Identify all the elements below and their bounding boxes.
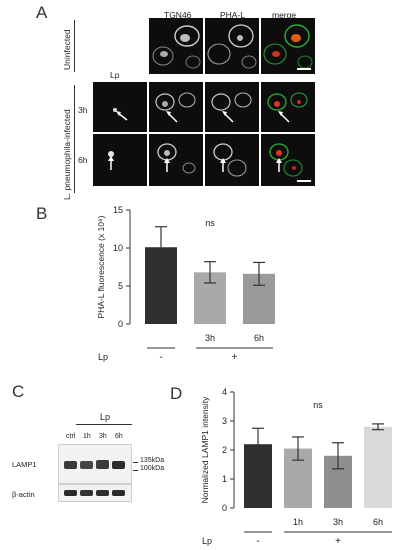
row-group-bracket-top	[74, 20, 75, 72]
column-header-tgn46: TGN46	[164, 10, 192, 20]
marker-135-tick	[133, 462, 138, 463]
lp-label: Lp	[98, 352, 108, 362]
y-axis-label: PHA-L fluorescence (x 10⁹)	[96, 215, 106, 318]
significance-label: ns	[205, 218, 215, 228]
y-tick-label: 10	[113, 243, 123, 253]
blot-lp-label: Lp	[100, 412, 111, 422]
column-header-merge: merge	[272, 10, 297, 20]
marker-100-tick	[133, 470, 138, 471]
time-label-3h: 3h	[78, 105, 88, 115]
micrograph-6h-tgn46	[149, 134, 203, 186]
y-tick-label: 2	[222, 445, 227, 455]
blot-row-beta-actin: β-actin	[12, 490, 35, 499]
x-tick-label: 6h	[254, 333, 264, 343]
micrograph-3h-lp	[93, 82, 147, 132]
time-label-6h: 6h	[78, 155, 88, 165]
micrograph-3h-pha-l	[205, 82, 259, 132]
panel-a-label: A	[36, 3, 48, 22]
blot-lp-bracket	[76, 424, 132, 425]
lp-label: Lp	[202, 536, 212, 546]
panel-b-label: B	[36, 204, 48, 223]
row-label-infected: L. pneumophila-infected	[62, 109, 72, 200]
micrograph-uninfected-merge	[261, 18, 315, 74]
micrograph-uninfected-tgn46	[149, 18, 203, 74]
bar	[364, 426, 392, 508]
blot-lane-1h: 1h	[83, 433, 91, 440]
column-header-lp: Lp	[110, 70, 120, 80]
chart-b: 0 5 10 15 PHA-L fluorescence (x 10⁹) 3h 6h ns Lp…	[96, 205, 275, 363]
row-label-uninfected: Uninfected	[62, 29, 72, 70]
x-tick-label: 3h	[333, 517, 343, 527]
marker-100kda: 100kDa	[140, 465, 165, 472]
chart-d: 0 1 2 3 4 Normalized LAMP1 intensity 1h 3h 6h ns L…	[200, 387, 392, 547]
group-label-plus: +	[232, 352, 238, 363]
micrograph-3h-tgn46	[149, 82, 203, 132]
y-tick-label: 0	[118, 319, 123, 329]
blot-lamp1	[58, 444, 132, 484]
column-header-pha-l: PHA-L	[220, 10, 246, 20]
y-tick-label: 1	[222, 474, 227, 484]
y-axis-label: Normalized LAMP1 intensity	[200, 396, 210, 504]
blot-lane-ctrl: ctrl	[66, 433, 76, 440]
micrograph-3h-merge	[261, 82, 315, 132]
marker-135kda: 135kDa	[140, 457, 165, 464]
row-group-bracket	[74, 85, 75, 193]
group-label-minus: -	[159, 352, 162, 363]
panel-d-label: D	[170, 384, 183, 403]
blot-lane-3h: 3h	[99, 433, 107, 440]
group-label-minus: -	[256, 536, 259, 547]
group-label-plus: +	[335, 536, 341, 547]
y-tick-label: 15	[113, 205, 123, 215]
micrograph-uninfected-pha-l	[205, 18, 259, 74]
y-tick-label: 4	[222, 387, 227, 397]
blot-beta-actin	[58, 484, 132, 502]
blot-row-lamp1: LAMP1	[12, 460, 37, 469]
x-tick-label: 6h	[373, 517, 383, 527]
blot-lane-6h: 6h	[115, 433, 123, 440]
y-tick-label: 3	[222, 416, 227, 426]
micrograph-6h-lp	[93, 134, 147, 186]
y-tick-label: 5	[118, 281, 123, 291]
micrograph-6h-pha-l	[205, 134, 259, 186]
x-tick-label: 3h	[205, 333, 215, 343]
y-tick-label: 0	[222, 503, 227, 513]
significance-label: ns	[313, 400, 323, 410]
panel-c-label: C	[12, 382, 25, 401]
x-tick-label: 1h	[293, 517, 303, 527]
micrograph-6h-merge	[261, 134, 315, 186]
